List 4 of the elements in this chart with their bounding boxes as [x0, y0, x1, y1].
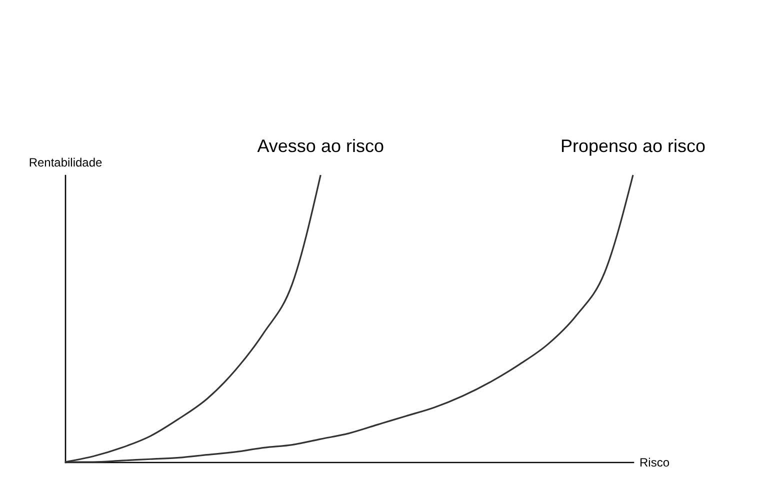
y-axis-title: Rentabilidade: [28, 156, 103, 170]
series-label: Propenso ao risco: [560, 136, 706, 156]
x-axis-title: Risco: [640, 456, 670, 470]
series-label: Avesso ao risco: [257, 136, 384, 156]
